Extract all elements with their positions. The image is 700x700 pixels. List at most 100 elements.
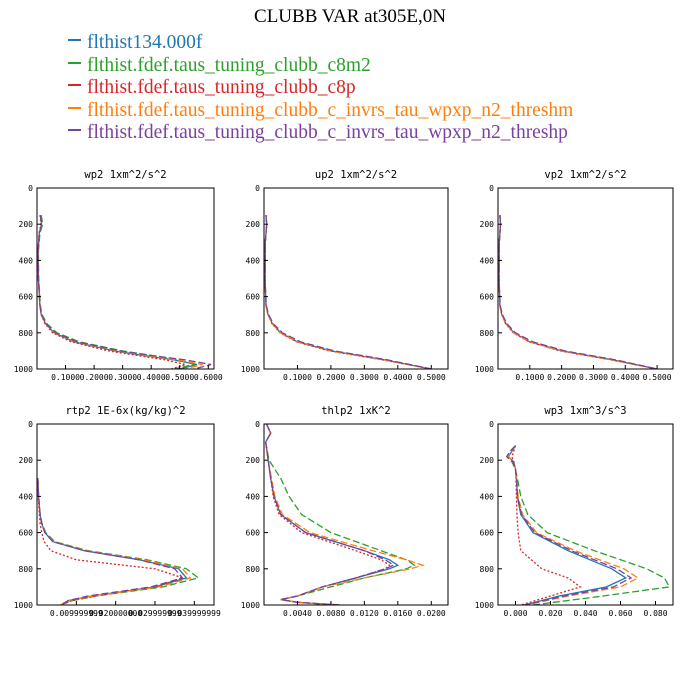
legend-item: flthist134.000f [68, 32, 573, 55]
x-tick-label: 0.4000 [611, 373, 640, 382]
y-tick-label: 600 [246, 529, 261, 538]
x-tick-label: 0.0160 [383, 609, 412, 618]
series-line [498, 215, 658, 369]
series-line [507, 445, 628, 605]
legend-label: flthist134.000f [87, 32, 203, 54]
series-line [37, 215, 212, 369]
legend-swatch [68, 129, 81, 132]
y-tick-label: 1000 [14, 601, 33, 610]
x-tick-label: 0.0040 [283, 609, 312, 618]
legend-label: flthist.fdef.taus_tuning_clubb_c_invrs_t… [87, 99, 574, 121]
chart-title: up2 1xm^2/s^2 [315, 169, 397, 181]
y-tick-label: 1000 [475, 365, 494, 374]
series-line [37, 215, 198, 369]
y-tick-label: 200 [246, 220, 261, 229]
y-tick-label: 0 [489, 420, 494, 429]
plot-frame [36, 423, 215, 606]
y-tick-label: 400 [480, 256, 495, 265]
series-line [37, 478, 200, 605]
y-tick-label: 0 [28, 420, 33, 429]
series-line [498, 215, 658, 369]
chart-panel: wp3 1xm^3/s^3 0 200 400 600 800 1000 0.000 0.020… [475, 405, 674, 618]
y-tick-label: 400 [246, 492, 261, 501]
x-tick-label: 0.3000 [350, 373, 379, 382]
plot-frame [36, 187, 215, 370]
legend-swatch [68, 106, 81, 109]
legend-swatch [68, 84, 81, 87]
chart-title: wp2 1xm^2/s^2 [84, 169, 166, 181]
chart-title: vp2 1xm^2/s^2 [544, 169, 626, 181]
plot-frame [497, 423, 674, 606]
y-tick-label: 200 [19, 220, 34, 229]
series-line [264, 215, 432, 369]
legend-label: flthist.fdef.taus_tuning_clubb_c8m2 [87, 54, 371, 76]
y-tick-label: 0 [489, 184, 494, 193]
series-line [37, 478, 185, 605]
y-tick-label: 800 [246, 329, 261, 338]
chart-title: thlp2 1xK^2 [321, 405, 391, 417]
chart-panel: up2 1xm^2/s^2 0 200 400 600 800 1000 0.1000 0.20… [241, 169, 449, 382]
series-line [265, 424, 391, 605]
x-tick-label: 0.040 [573, 609, 597, 618]
series-line [498, 215, 658, 369]
chart-title: wp3 1xm^3/s^3 [544, 405, 626, 417]
y-tick-label: 200 [480, 456, 495, 465]
legend-item: flthist.fdef.taus_tuning_clubb_c_invrs_t… [68, 100, 573, 123]
x-tick-label: 0.0120 [350, 609, 379, 618]
chart-panel: rtp2 1E-6x(kg/kg)^2 0 200 400 600 800 1000 0.00… [14, 405, 221, 618]
x-tick-label: 0.3000 [579, 373, 608, 382]
y-tick-label: 200 [480, 220, 495, 229]
legend-item: flthist.fdef.taus_tuning_clubb_c8m2 [68, 55, 573, 78]
y-tick-label: 600 [246, 293, 261, 302]
x-tick-label: 0.2000 [80, 373, 109, 382]
y-tick-label: 600 [480, 293, 495, 302]
y-tick-label: 0 [255, 184, 260, 193]
chart-panel: thlp2 1xK^2 0 200 400 600 800 1000 0.0040 0.0080… [241, 405, 449, 618]
x-tick-label: 0.1000 [283, 373, 312, 382]
x-tick-label: 0.4000 [383, 373, 412, 382]
series-line [264, 215, 432, 369]
x-tick-label: 0.080 [643, 609, 667, 618]
x-tick-label: 0.020 [538, 609, 562, 618]
series-line [265, 424, 400, 605]
x-tick-label: 0.2000 [547, 373, 576, 382]
y-tick-label: 200 [19, 456, 34, 465]
y-tick-label: 800 [19, 565, 34, 574]
x-tick-label: 0.5000 [165, 373, 194, 382]
x-tick-label: 0.029999999 [129, 609, 182, 618]
series-line [264, 215, 432, 369]
x-tick-label: 0.2000 [316, 373, 345, 382]
legend-item: flthist.fdef.taus_tuning_clubb_c_invrs_t… [68, 122, 573, 145]
series-line [498, 215, 658, 369]
y-tick-label: 0 [255, 420, 260, 429]
series-line [265, 424, 395, 605]
x-tick-label: 0.5000 [417, 373, 446, 382]
y-tick-label: 400 [246, 256, 261, 265]
legend-swatch [68, 39, 81, 42]
y-tick-label: 1000 [475, 601, 494, 610]
legend-swatch [68, 61, 81, 64]
y-tick-label: 1000 [241, 601, 260, 610]
x-tick-label: 0.4000 [137, 373, 166, 382]
chart-panel: wp2 1xm^2/s^2 0 200 400 600 800 1000 0.1000 0.20… [14, 169, 223, 382]
plot-frame [263, 423, 449, 606]
series-line [37, 215, 188, 369]
series-line [37, 478, 192, 605]
legend-label: flthist.fdef.taus_tuning_clubb_c8p [87, 77, 356, 99]
x-tick-label: 0.009999999 [50, 609, 103, 618]
series-line [511, 445, 582, 605]
y-tick-label: 400 [480, 492, 495, 501]
y-tick-label: 800 [480, 565, 495, 574]
series-line [498, 215, 658, 369]
y-tick-label: 400 [19, 492, 34, 501]
chart-panel: vp2 1xm^2/s^2 0 200 400 600 800 1000 0.1000 0.20… [475, 169, 674, 382]
x-tick-label: 0.3000 [108, 373, 137, 382]
y-tick-label: 600 [480, 529, 495, 538]
y-tick-label: 600 [19, 293, 34, 302]
series-line [264, 215, 432, 369]
x-tick-label: 0.0080 [316, 609, 345, 618]
series-line [505, 445, 633, 605]
y-tick-label: 200 [246, 456, 261, 465]
y-tick-label: 800 [19, 329, 34, 338]
